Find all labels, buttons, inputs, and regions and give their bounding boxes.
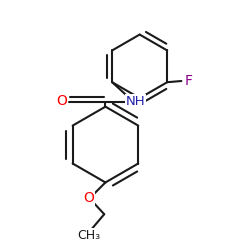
Text: NH: NH bbox=[126, 95, 145, 108]
Text: O: O bbox=[84, 191, 94, 205]
Text: O: O bbox=[56, 94, 67, 108]
Text: F: F bbox=[185, 74, 193, 88]
Text: CH₃: CH₃ bbox=[77, 229, 100, 242]
